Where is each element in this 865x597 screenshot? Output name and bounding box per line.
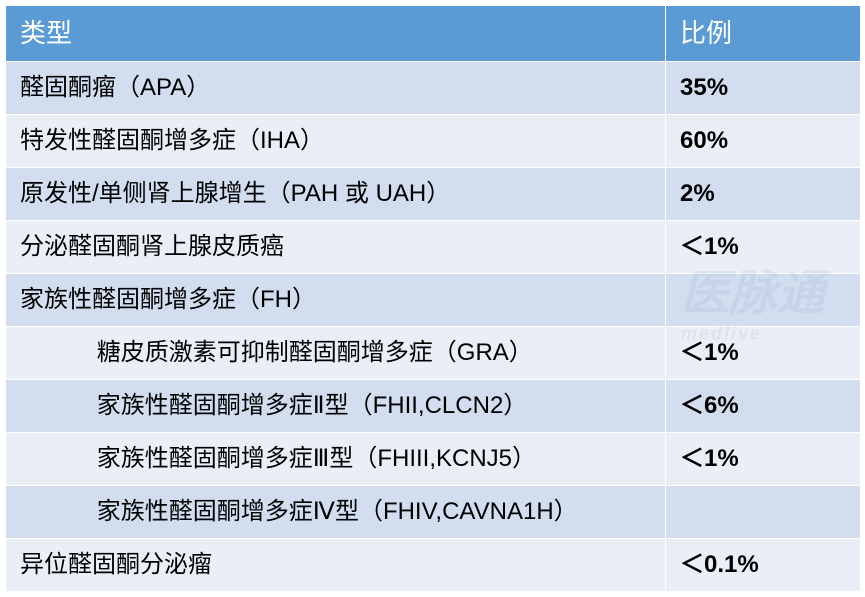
table-row: 糖皮质激素可抑制醛固酮增多症（GRA） ＜1% <box>6 327 861 380</box>
header-ratio: 比例 <box>666 6 861 62</box>
cell-type: 家族性醛固酮增多症Ⅲ型（FHIII,KCNJ5） <box>6 433 666 486</box>
cell-type-text: 糖皮质激素可抑制醛固酮增多症（GRA） <box>20 339 533 366</box>
cell-ratio: ＜1% <box>666 327 861 380</box>
cell-type-text: 家族性醛固酮增多症Ⅳ型（FHIV,CAVNA1H） <box>20 498 578 525</box>
cell-type: 糖皮质激素可抑制醛固酮增多症（GRA） <box>6 327 666 380</box>
table-row: 家族性醛固酮增多症Ⅲ型（FHIII,KCNJ5） ＜1% <box>6 433 861 486</box>
cell-ratio <box>666 486 861 539</box>
cell-type: 特发性醛固酮增多症（IHA） <box>6 115 666 168</box>
table-row: 家族性醛固酮增多症Ⅳ型（FHIV,CAVNA1H） <box>6 486 861 539</box>
cell-type: 家族性醛固酮增多症Ⅱ型（FHII,CLCN2） <box>6 380 666 433</box>
cell-ratio: 60% <box>666 115 861 168</box>
cell-ratio: ＜6% <box>666 380 861 433</box>
table-row: 醛固酮瘤（APA） 35% <box>6 62 861 115</box>
table-row: 家族性醛固酮增多症Ⅱ型（FHII,CLCN2） ＜6% <box>6 380 861 433</box>
cell-ratio <box>666 274 861 327</box>
cell-ratio: 2% <box>666 168 861 221</box>
cell-type: 原发性/单侧肾上腺增生（PAH 或 UAH） <box>6 168 666 221</box>
table-body: 醛固酮瘤（APA） 35% 特发性醛固酮增多症（IHA） 60% 原发性/单侧肾… <box>6 62 861 592</box>
header-type: 类型 <box>6 6 666 62</box>
cell-ratio: ＜0.1% <box>666 539 861 592</box>
cell-type: 分泌醛固酮肾上腺皮质癌 <box>6 221 666 274</box>
aldosteronism-types-table: 类型 比例 醛固酮瘤（APA） 35% 特发性醛固酮增多症（IHA） 60% 原… <box>5 5 861 592</box>
cell-type: 家族性醛固酮增多症Ⅳ型（FHIV,CAVNA1H） <box>6 486 666 539</box>
table-row: 分泌醛固酮肾上腺皮质癌 ＜1% <box>6 221 861 274</box>
table-row: 特发性醛固酮增多症（IHA） 60% <box>6 115 861 168</box>
cell-ratio: ＜1% <box>666 433 861 486</box>
cell-type-text: 家族性醛固酮增多症Ⅲ型（FHIII,KCNJ5） <box>20 445 536 472</box>
cell-ratio: 35% <box>666 62 861 115</box>
cell-type: 家族性醛固酮增多症（FH） <box>6 274 666 327</box>
cell-ratio: ＜1% <box>666 221 861 274</box>
table-header-row: 类型 比例 <box>6 6 861 62</box>
table-row: 原发性/单侧肾上腺增生（PAH 或 UAH） 2% <box>6 168 861 221</box>
table-row: 家族性醛固酮增多症（FH） <box>6 274 861 327</box>
cell-type-text: 家族性醛固酮增多症Ⅱ型（FHII,CLCN2） <box>20 392 527 419</box>
cell-type: 醛固酮瘤（APA） <box>6 62 666 115</box>
table-row: 异位醛固酮分泌瘤 ＜0.1% <box>6 539 861 592</box>
cell-type: 异位醛固酮分泌瘤 <box>6 539 666 592</box>
